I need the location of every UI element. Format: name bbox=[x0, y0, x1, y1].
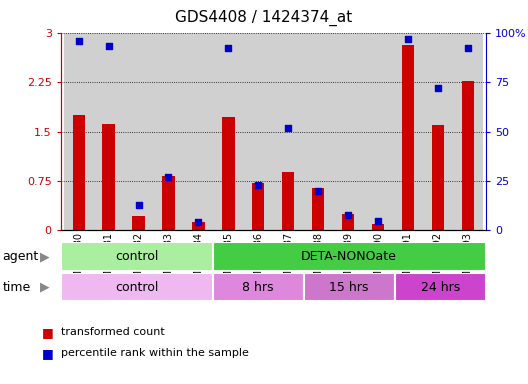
Text: 8 hrs: 8 hrs bbox=[242, 281, 274, 293]
Text: ■: ■ bbox=[42, 347, 54, 360]
Point bbox=[284, 124, 293, 131]
Bar bbox=[64, 33, 93, 230]
Bar bbox=[274, 33, 303, 230]
Text: 24 hrs: 24 hrs bbox=[421, 281, 460, 293]
Text: GDS4408 / 1424374_at: GDS4408 / 1424374_at bbox=[175, 10, 353, 26]
Bar bbox=[461, 81, 474, 230]
Bar bbox=[303, 33, 333, 230]
Bar bbox=[243, 33, 274, 230]
Bar bbox=[212, 273, 304, 301]
Point bbox=[164, 174, 173, 180]
Bar bbox=[363, 33, 393, 230]
Bar bbox=[372, 224, 384, 230]
Point bbox=[134, 202, 143, 208]
Bar bbox=[162, 176, 175, 230]
Bar bbox=[93, 33, 124, 230]
Bar bbox=[192, 222, 204, 230]
Bar bbox=[61, 273, 212, 301]
Point bbox=[374, 217, 382, 223]
Point bbox=[433, 85, 442, 91]
Point bbox=[105, 43, 113, 50]
Bar bbox=[402, 45, 414, 230]
Bar bbox=[342, 214, 354, 230]
Text: ▶: ▶ bbox=[40, 250, 50, 263]
Bar bbox=[133, 216, 145, 230]
Bar bbox=[282, 172, 295, 230]
Bar bbox=[61, 242, 212, 271]
Bar bbox=[154, 33, 183, 230]
Point bbox=[314, 188, 323, 194]
Bar bbox=[423, 33, 453, 230]
Bar bbox=[72, 115, 85, 230]
Bar bbox=[212, 242, 486, 271]
Text: time: time bbox=[3, 281, 31, 294]
Bar bbox=[213, 33, 243, 230]
Bar bbox=[183, 33, 213, 230]
Bar bbox=[312, 187, 324, 230]
Text: transformed count: transformed count bbox=[61, 327, 164, 337]
Bar bbox=[304, 273, 395, 301]
Point bbox=[224, 45, 232, 51]
Point bbox=[74, 38, 83, 44]
Bar bbox=[395, 273, 486, 301]
Bar bbox=[393, 33, 423, 230]
Bar bbox=[222, 117, 234, 230]
Text: ■: ■ bbox=[42, 326, 54, 339]
Text: 15 hrs: 15 hrs bbox=[329, 281, 369, 293]
Text: agent: agent bbox=[3, 250, 39, 263]
Point bbox=[344, 212, 352, 218]
Point bbox=[404, 35, 412, 41]
Text: DETA-NONOate: DETA-NONOate bbox=[301, 250, 397, 263]
Text: control: control bbox=[115, 281, 158, 293]
Bar bbox=[252, 183, 265, 230]
Bar bbox=[124, 33, 154, 230]
Bar bbox=[102, 124, 115, 230]
Bar bbox=[333, 33, 363, 230]
Text: percentile rank within the sample: percentile rank within the sample bbox=[61, 348, 249, 358]
Text: control: control bbox=[115, 250, 158, 263]
Bar bbox=[432, 125, 444, 230]
Point bbox=[464, 45, 472, 51]
Bar bbox=[453, 33, 483, 230]
Text: ▶: ▶ bbox=[40, 281, 50, 294]
Point bbox=[254, 182, 262, 188]
Point bbox=[194, 219, 203, 225]
